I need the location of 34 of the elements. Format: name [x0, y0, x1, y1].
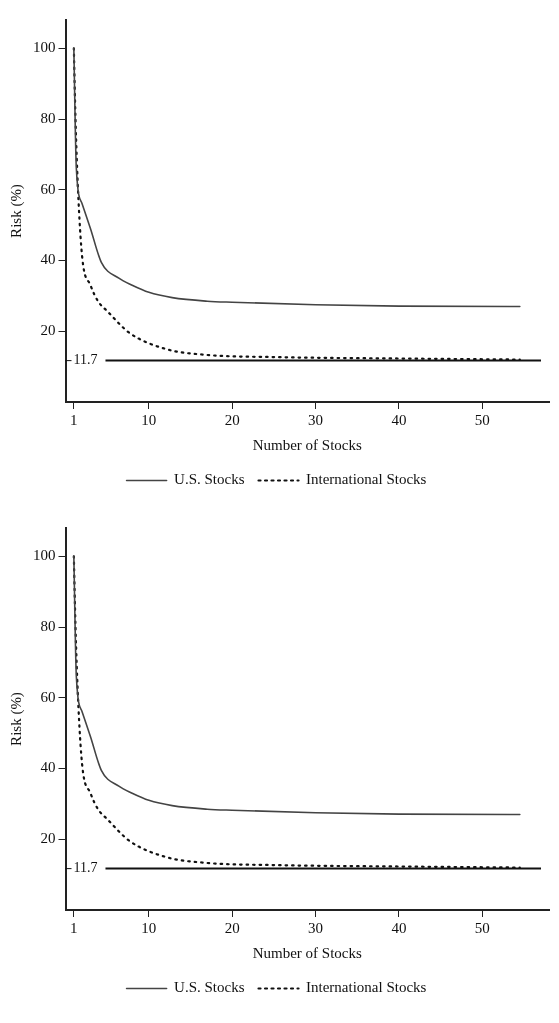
- x-tick-label: 30: [308, 919, 324, 936]
- x-tick-label: 40: [391, 411, 407, 428]
- y-tick-label: 80: [40, 109, 56, 126]
- line-series: [73, 555, 521, 816]
- x-axis-title: Number of Stocks: [252, 436, 362, 453]
- ref-line-label: 11.7: [73, 860, 98, 876]
- x-tick-label: 1: [70, 919, 78, 936]
- y-tick-label: 60: [40, 180, 56, 197]
- x-tick-label: 20: [224, 919, 240, 936]
- y-tick-label: 100: [33, 39, 56, 56]
- legend-label: U.S. Stocks: [174, 471, 245, 488]
- line-series: [73, 47, 521, 308]
- y-tick-label: 40: [40, 251, 56, 268]
- legend-label: U.S. Stocks: [174, 979, 245, 996]
- x-tick-label: 10: [141, 411, 157, 428]
- x-tick-label: 30: [308, 411, 324, 428]
- y-axis-title: Risk (%): [7, 184, 25, 238]
- legend-label: International Stocks: [306, 471, 427, 488]
- y-tick-label: 100: [33, 547, 56, 564]
- y-tick-label: 20: [40, 322, 56, 339]
- ref-line-label: 11.7: [73, 352, 98, 368]
- x-tick-label: 20: [224, 411, 240, 428]
- x-tick-label: 1: [70, 411, 78, 428]
- x-axis-title: Number of Stocks: [252, 944, 362, 961]
- x-tick-label: 50: [474, 919, 490, 936]
- legend-label: International Stocks: [306, 979, 427, 996]
- y-tick-label: 60: [40, 688, 56, 705]
- x-tick-label: 10: [141, 919, 157, 936]
- y-axis-title: Risk (%): [7, 692, 25, 746]
- x-tick-label: 50: [474, 411, 490, 428]
- y-tick-label: 80: [40, 617, 56, 634]
- x-tick-label: 40: [391, 919, 407, 936]
- y-tick-label: 20: [40, 830, 56, 847]
- y-tick-label: 40: [40, 759, 56, 776]
